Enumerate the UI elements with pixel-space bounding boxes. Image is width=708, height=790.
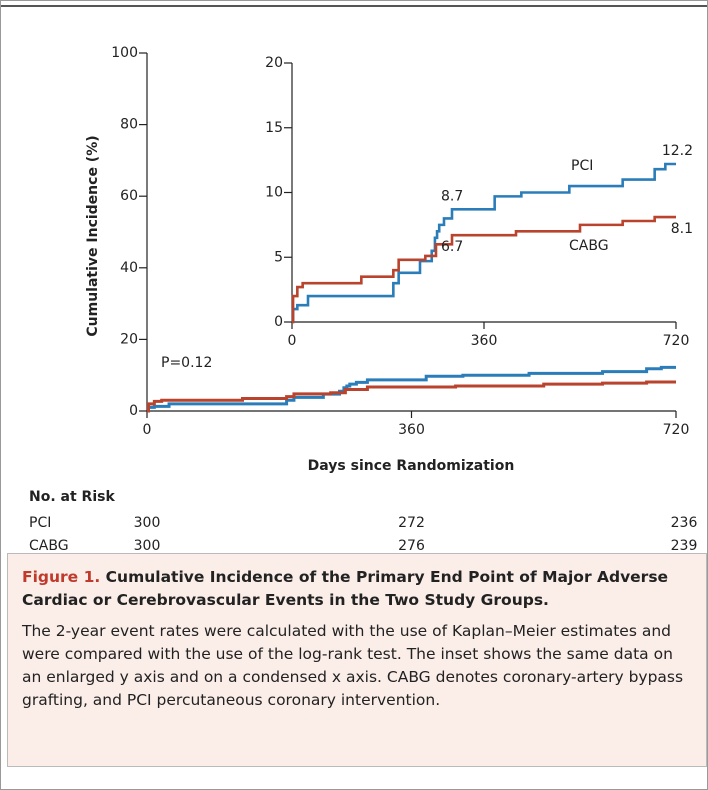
km-curve (146, 380, 676, 413)
x-tick-label: 0 (143, 422, 152, 438)
risk-row-name: PCI (29, 515, 51, 531)
caption: Figure 1. Cumulative Incidence of the Pr… (7, 553, 707, 767)
y-tick-label: 15 (265, 120, 283, 136)
y-tick-label: 10 (265, 185, 283, 201)
risk-count: 239 (671, 538, 698, 553)
figure-number: Figure 1. (22, 568, 101, 586)
caption-heading: Cumulative Incidence of the Primary End … (22, 568, 669, 609)
series-label: PCI (571, 158, 593, 174)
caption-title: Figure 1. Cumulative Incidence of the Pr… (22, 566, 692, 612)
risk-count: 300 (134, 538, 161, 553)
x-tick-label: 360 (471, 333, 498, 349)
caption-text: The 2-year event rates were calculated w… (22, 622, 684, 709)
chart: Cumulative Incidence (%) Days since Rand… (1, 5, 707, 553)
y-tick-label: 20 (265, 55, 283, 71)
value-label: 6.7 (441, 239, 463, 255)
x-axis-label: Days since Randomization (308, 458, 515, 474)
y-tick-label: 0 (274, 314, 283, 330)
x-tick-label: 720 (663, 333, 690, 349)
risk-row-name: CABG (29, 538, 69, 553)
y-tick-label: 60 (120, 188, 138, 204)
y-axis-label: Cumulative Incidence (%) (85, 135, 101, 336)
x-tick-label: 360 (398, 422, 425, 438)
risk-count: 272 (398, 515, 425, 531)
risk-count: 236 (671, 515, 698, 531)
x-tick-label: 720 (663, 422, 690, 438)
value-label: 8.1 (671, 221, 693, 237)
y-tick-label: 20 (120, 331, 138, 347)
x-tick-label: 0 (288, 333, 297, 349)
y-tick-label: 100 (111, 45, 138, 61)
y-tick-label: 40 (120, 260, 138, 276)
p-value: P=0.12 (161, 355, 212, 371)
km-curve (291, 162, 676, 324)
risk-title: No. at Risk (29, 489, 115, 505)
value-label: 12.2 (662, 143, 693, 159)
y-tick-label: 0 (129, 403, 138, 419)
risk-count: 300 (134, 515, 161, 531)
y-tick-label: 5 (274, 249, 283, 265)
km-curve (146, 365, 676, 413)
y-tick-label: 80 (120, 117, 138, 133)
risk-count: 276 (398, 538, 425, 553)
value-label: 8.7 (441, 188, 463, 204)
series-label: CABG (569, 238, 609, 254)
km-curve (291, 215, 676, 324)
